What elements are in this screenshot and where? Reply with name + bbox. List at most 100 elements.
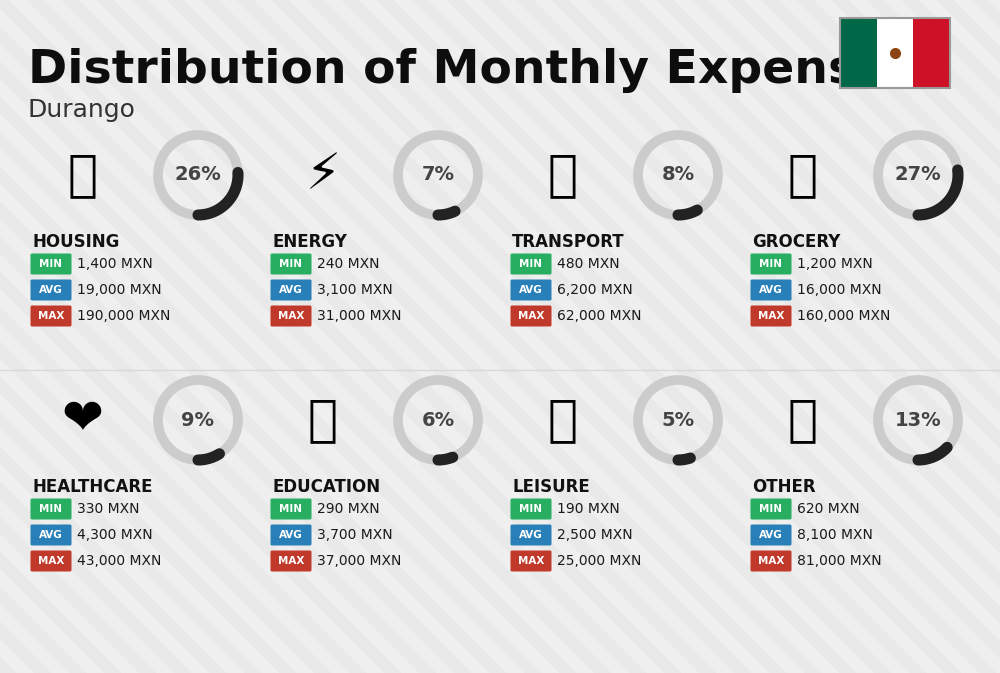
Text: OTHER: OTHER — [752, 478, 816, 496]
Text: AVG: AVG — [39, 530, 63, 540]
Text: 💰: 💰 — [788, 396, 818, 444]
Text: 1,400 MXN: 1,400 MXN — [77, 257, 153, 271]
Text: 62,000 MXN: 62,000 MXN — [557, 309, 642, 323]
Text: MIN: MIN — [520, 259, 542, 269]
Text: 9%: 9% — [182, 411, 214, 429]
Text: 2,500 MXN: 2,500 MXN — [557, 528, 633, 542]
FancyBboxPatch shape — [511, 551, 552, 571]
Text: 31,000 MXN: 31,000 MXN — [317, 309, 402, 323]
Text: HEALTHCARE: HEALTHCARE — [32, 478, 152, 496]
Text: 480 MXN: 480 MXN — [557, 257, 620, 271]
FancyBboxPatch shape — [270, 254, 312, 275]
Text: MAX: MAX — [38, 311, 64, 321]
Text: 3,700 MXN: 3,700 MXN — [317, 528, 393, 542]
Text: 1,200 MXN: 1,200 MXN — [797, 257, 873, 271]
Text: EDUCATION: EDUCATION — [272, 478, 380, 496]
Text: 330 MXN: 330 MXN — [77, 502, 140, 516]
Text: AVG: AVG — [279, 530, 303, 540]
Text: 16,000 MXN: 16,000 MXN — [797, 283, 882, 297]
Text: MAX: MAX — [518, 556, 544, 566]
Text: 27%: 27% — [895, 166, 941, 184]
Text: 🎓: 🎓 — [308, 396, 338, 444]
Text: Durango: Durango — [28, 98, 136, 122]
Text: Distribution of Monthly Expenses: Distribution of Monthly Expenses — [28, 48, 916, 93]
Text: 🛍️: 🛍️ — [548, 396, 578, 444]
Text: 4,300 MXN: 4,300 MXN — [77, 528, 153, 542]
Text: MIN: MIN — [520, 504, 542, 514]
FancyBboxPatch shape — [511, 306, 552, 326]
Text: 🏢: 🏢 — [68, 151, 98, 199]
Text: 43,000 MXN: 43,000 MXN — [77, 554, 161, 568]
FancyBboxPatch shape — [30, 499, 72, 520]
Text: 7%: 7% — [422, 166, 454, 184]
Text: 290 MXN: 290 MXN — [317, 502, 380, 516]
Text: 37,000 MXN: 37,000 MXN — [317, 554, 401, 568]
Text: 13%: 13% — [895, 411, 941, 429]
Text: ENERGY: ENERGY — [272, 233, 347, 251]
FancyBboxPatch shape — [511, 254, 552, 275]
Text: 6%: 6% — [421, 411, 455, 429]
FancyBboxPatch shape — [750, 306, 792, 326]
FancyBboxPatch shape — [270, 524, 312, 546]
Text: 25,000 MXN: 25,000 MXN — [557, 554, 641, 568]
FancyBboxPatch shape — [877, 18, 913, 88]
Text: 3,100 MXN: 3,100 MXN — [317, 283, 393, 297]
FancyBboxPatch shape — [511, 499, 552, 520]
Text: MAX: MAX — [278, 556, 304, 566]
Text: 6,200 MXN: 6,200 MXN — [557, 283, 633, 297]
Text: AVG: AVG — [39, 285, 63, 295]
Text: MAX: MAX — [38, 556, 64, 566]
FancyBboxPatch shape — [30, 306, 72, 326]
FancyBboxPatch shape — [30, 279, 72, 301]
Text: 81,000 MXN: 81,000 MXN — [797, 554, 882, 568]
Text: ❤️: ❤️ — [62, 396, 104, 444]
Text: AVG: AVG — [519, 285, 543, 295]
FancyBboxPatch shape — [840, 18, 877, 88]
Text: MIN: MIN — [280, 504, 302, 514]
Text: MIN: MIN — [760, 259, 782, 269]
Text: MIN: MIN — [760, 504, 782, 514]
Text: 🛒: 🛒 — [788, 151, 818, 199]
FancyBboxPatch shape — [750, 279, 792, 301]
Text: AVG: AVG — [759, 285, 783, 295]
FancyBboxPatch shape — [30, 551, 72, 571]
Text: 620 MXN: 620 MXN — [797, 502, 860, 516]
Text: AVG: AVG — [759, 530, 783, 540]
Text: MIN: MIN — [40, 504, 62, 514]
Text: 240 MXN: 240 MXN — [317, 257, 380, 271]
Text: HOUSING: HOUSING — [32, 233, 119, 251]
Text: MAX: MAX — [518, 311, 544, 321]
FancyBboxPatch shape — [750, 524, 792, 546]
Text: 8%: 8% — [661, 166, 695, 184]
Text: 160,000 MXN: 160,000 MXN — [797, 309, 890, 323]
Text: MAX: MAX — [758, 311, 784, 321]
Text: 190,000 MXN: 190,000 MXN — [77, 309, 170, 323]
Text: 8,100 MXN: 8,100 MXN — [797, 528, 873, 542]
Text: 🚌: 🚌 — [548, 151, 578, 199]
Text: LEISURE: LEISURE — [512, 478, 590, 496]
FancyBboxPatch shape — [750, 254, 792, 275]
Text: MAX: MAX — [758, 556, 784, 566]
FancyBboxPatch shape — [750, 499, 792, 520]
FancyBboxPatch shape — [511, 279, 552, 301]
FancyBboxPatch shape — [270, 499, 312, 520]
Text: GROCERY: GROCERY — [752, 233, 840, 251]
Text: MIN: MIN — [280, 259, 302, 269]
FancyBboxPatch shape — [270, 306, 312, 326]
FancyBboxPatch shape — [270, 551, 312, 571]
FancyBboxPatch shape — [30, 254, 72, 275]
Text: AVG: AVG — [519, 530, 543, 540]
FancyBboxPatch shape — [511, 524, 552, 546]
FancyBboxPatch shape — [30, 524, 72, 546]
Text: AVG: AVG — [279, 285, 303, 295]
Text: MAX: MAX — [278, 311, 304, 321]
FancyBboxPatch shape — [750, 551, 792, 571]
Text: ⚡: ⚡ — [305, 151, 341, 199]
Text: MIN: MIN — [40, 259, 62, 269]
FancyBboxPatch shape — [913, 18, 950, 88]
Text: 190 MXN: 190 MXN — [557, 502, 620, 516]
Text: 19,000 MXN: 19,000 MXN — [77, 283, 162, 297]
Text: 5%: 5% — [661, 411, 695, 429]
FancyBboxPatch shape — [270, 279, 312, 301]
Text: TRANSPORT: TRANSPORT — [512, 233, 625, 251]
